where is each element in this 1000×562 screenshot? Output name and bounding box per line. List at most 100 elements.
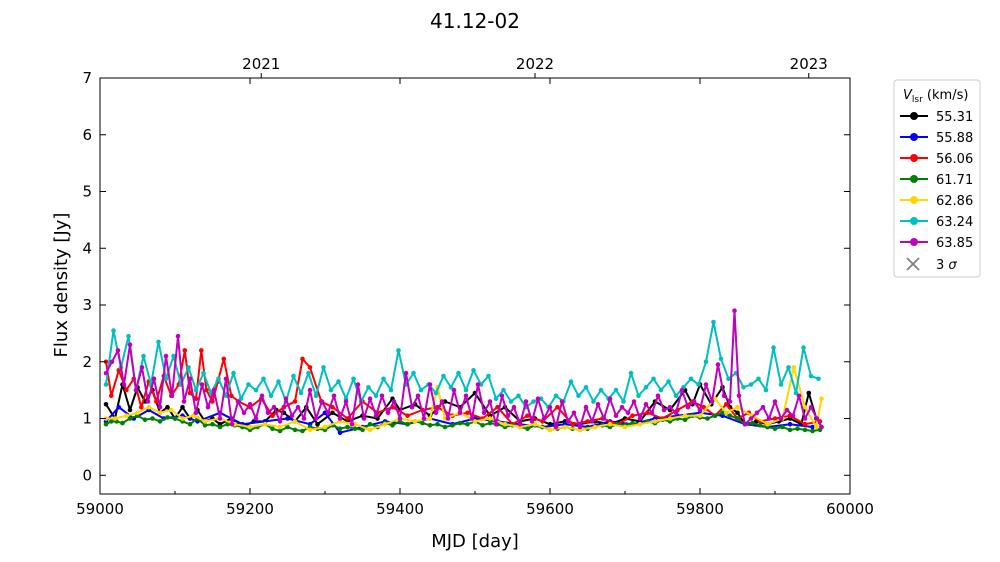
data-point xyxy=(625,410,631,416)
data-point xyxy=(531,399,536,404)
data-point xyxy=(465,421,470,427)
data-point xyxy=(127,407,133,413)
data-point xyxy=(442,424,448,430)
data-point xyxy=(607,421,613,427)
data-point xyxy=(229,421,235,427)
data-point xyxy=(763,387,769,393)
data-point xyxy=(270,426,275,432)
legend-entry-63.85: 63.85 xyxy=(900,236,973,251)
data-point xyxy=(169,407,174,413)
data-point xyxy=(808,373,814,379)
data-point xyxy=(583,404,589,410)
data-point xyxy=(720,410,725,416)
year-tick-label: 2021 xyxy=(242,55,280,73)
data-point xyxy=(450,423,455,428)
data-point xyxy=(571,410,577,416)
legend-title: Vlsr (km/s) xyxy=(903,88,968,105)
data-point xyxy=(330,410,335,416)
data-point xyxy=(525,413,530,419)
data-point xyxy=(793,390,799,396)
data-point xyxy=(553,393,559,399)
data-point xyxy=(748,382,754,387)
data-point xyxy=(457,420,463,426)
data-point xyxy=(735,416,740,421)
x-tick-label: 59200 xyxy=(226,500,274,518)
data-point xyxy=(328,387,334,393)
y-tick-label: 4 xyxy=(82,239,92,257)
data-point xyxy=(231,370,236,376)
data-point xyxy=(757,423,763,428)
data-point xyxy=(463,393,469,399)
data-point xyxy=(151,376,157,382)
data-point xyxy=(126,333,131,339)
data-point xyxy=(241,410,247,416)
data-point xyxy=(724,402,729,407)
data-point xyxy=(277,419,283,424)
data-point xyxy=(435,421,440,427)
data-point xyxy=(268,393,274,399)
data-point xyxy=(682,413,688,419)
data-point xyxy=(589,419,595,424)
data-point xyxy=(418,387,424,393)
data-point xyxy=(345,416,350,421)
data-point xyxy=(814,416,820,421)
data-point xyxy=(726,376,731,382)
data-point xyxy=(109,419,114,424)
data-point xyxy=(441,373,446,379)
data-point xyxy=(103,402,109,407)
data-point xyxy=(331,393,337,399)
y-tick-label: 3 xyxy=(82,296,92,314)
data-point xyxy=(636,393,641,399)
data-point xyxy=(262,421,268,427)
data-point xyxy=(790,413,796,419)
legend: Vlsr (km/s) 55.31 55.88 56.06 61.71 62.86 63.… xyxy=(893,79,981,278)
data-point xyxy=(217,416,223,421)
data-point xyxy=(276,379,281,384)
data-point xyxy=(193,410,199,416)
legend-marker-icon xyxy=(910,238,918,246)
data-point xyxy=(391,399,397,404)
data-point xyxy=(163,376,169,382)
data-point xyxy=(562,424,568,430)
y-tick-label: 7 xyxy=(82,69,92,87)
data-point xyxy=(472,419,478,424)
data-point xyxy=(187,390,193,396)
data-point xyxy=(306,370,311,376)
data-point xyxy=(411,370,416,376)
data-point xyxy=(202,423,208,428)
data-point xyxy=(307,387,313,393)
data-point xyxy=(732,308,737,314)
data-point xyxy=(361,416,367,421)
legend-label: 55.88 xyxy=(936,131,973,146)
data-point xyxy=(697,407,703,413)
data-point xyxy=(721,393,727,399)
data-point xyxy=(103,421,109,427)
data-point xyxy=(778,416,784,421)
data-point xyxy=(516,393,521,399)
data-point xyxy=(103,370,109,376)
data-point xyxy=(766,416,772,421)
data-point xyxy=(270,413,275,419)
data-point xyxy=(658,387,664,393)
data-point xyxy=(292,427,298,433)
year-tick-label: 2023 xyxy=(790,55,828,73)
data-point xyxy=(193,396,199,402)
data-point xyxy=(816,376,821,382)
data-point xyxy=(475,382,481,387)
data-point xyxy=(315,421,320,427)
data-point xyxy=(806,390,812,396)
data-point xyxy=(146,404,152,410)
data-point xyxy=(791,365,797,370)
data-point xyxy=(525,426,530,432)
x-tick-label: 60000 xyxy=(826,500,874,518)
data-point xyxy=(405,413,410,419)
data-point xyxy=(133,387,139,393)
data-point xyxy=(445,416,451,421)
legend-entry-55.31: 55.31 xyxy=(900,110,973,125)
data-point xyxy=(463,387,469,393)
data-point xyxy=(225,421,230,427)
data-point xyxy=(696,382,701,387)
legend-label: 62.86 xyxy=(936,194,973,209)
data-point xyxy=(373,413,379,419)
data-point xyxy=(169,393,175,399)
